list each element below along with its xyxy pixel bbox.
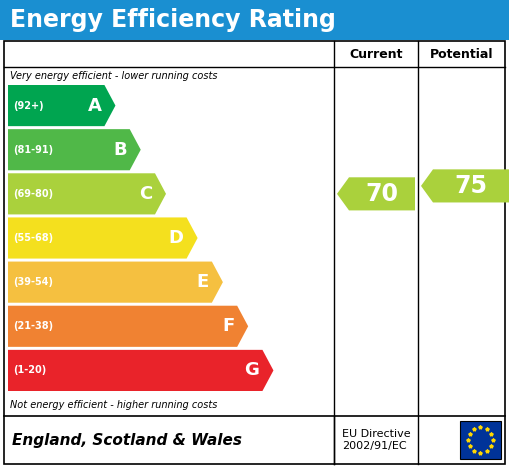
Polygon shape [8, 173, 166, 214]
Polygon shape [8, 218, 197, 259]
Text: E: E [196, 273, 209, 291]
Polygon shape [8, 129, 140, 170]
Polygon shape [337, 177, 415, 211]
Text: (21-38): (21-38) [13, 321, 53, 331]
Text: C: C [139, 185, 152, 203]
Text: (1-20): (1-20) [13, 366, 46, 375]
Text: EU Directive
2002/91/EC: EU Directive 2002/91/EC [342, 429, 411, 451]
Polygon shape [8, 350, 273, 391]
Bar [460, 421, 501, 459]
Text: (81-91): (81-91) [13, 145, 53, 155]
Text: Energy Efficiency Rating: Energy Efficiency Rating [10, 8, 336, 32]
Text: (92+): (92+) [13, 100, 44, 111]
Text: D: D [168, 229, 184, 247]
Text: F: F [222, 317, 234, 335]
Bar [0, 0, 509, 40]
Text: (69-80): (69-80) [13, 189, 53, 199]
Text: 70: 70 [365, 182, 399, 206]
Text: Current: Current [349, 48, 403, 61]
Text: G: G [244, 361, 260, 379]
Polygon shape [421, 170, 509, 203]
Text: (39-54): (39-54) [13, 277, 53, 287]
Text: A: A [88, 97, 101, 114]
Text: Potential: Potential [430, 48, 493, 61]
Text: Not energy efficient - higher running costs: Not energy efficient - higher running co… [10, 400, 217, 410]
Text: 75: 75 [455, 174, 488, 198]
Polygon shape [8, 262, 223, 303]
Polygon shape [8, 306, 248, 347]
Text: England, Scotland & Wales: England, Scotland & Wales [12, 432, 242, 447]
Polygon shape [8, 85, 116, 126]
Text: (55-68): (55-68) [13, 233, 53, 243]
Text: Very energy efficient - lower running costs: Very energy efficient - lower running co… [10, 71, 217, 81]
Text: B: B [113, 141, 127, 159]
